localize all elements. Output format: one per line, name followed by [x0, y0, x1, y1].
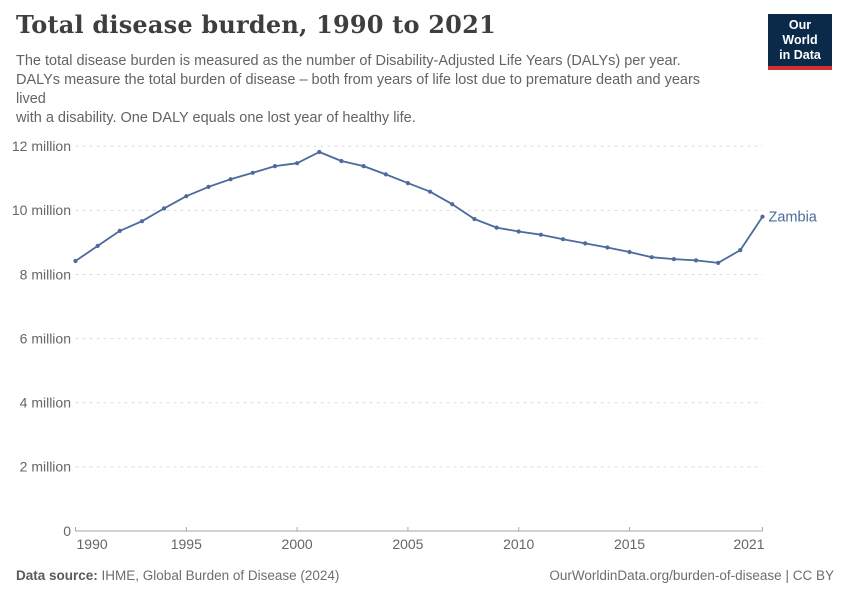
y-axis-label: 8 million — [20, 266, 71, 282]
data-point[interactable] — [671, 257, 677, 262]
rights-separator: | — [785, 568, 789, 583]
data-point[interactable] — [472, 216, 477, 222]
data-point[interactable] — [117, 228, 122, 233]
y-axis-label: 2 million — [20, 459, 71, 475]
data-point[interactable] — [139, 219, 145, 224]
data-point[interactable] — [693, 258, 699, 263]
data-point[interactable] — [383, 172, 388, 177]
chart-subtitle-line: The total disease burden is measured as … — [16, 53, 681, 69]
page-title: Total disease burden, 1990 to 2021 — [16, 10, 496, 39]
data-point[interactable] — [716, 260, 721, 265]
data-point[interactable] — [560, 237, 566, 242]
data-point[interactable] — [760, 214, 765, 219]
x-axis-label: 2021 — [733, 536, 764, 552]
data-point[interactable] — [428, 189, 433, 194]
rights-note: OurWorldinData.org/burden-of-disease | C… — [549, 568, 834, 583]
data-source-label: Data source: — [16, 568, 98, 583]
chart-subtitle-line: with a disability. One DALY equals one l… — [16, 110, 416, 126]
data-point[interactable] — [583, 241, 588, 246]
x-axis-label: 1995 — [171, 536, 202, 552]
data-point[interactable] — [184, 194, 189, 199]
data-point[interactable] — [339, 158, 344, 164]
chart-subtitle-line: lived — [16, 91, 46, 107]
data-source-text: IHME, Global Burden of Disease (2024) — [101, 568, 340, 583]
owid-logo[interactable]: Our World in Data — [768, 14, 832, 70]
data-point[interactable] — [605, 245, 610, 250]
x-axis-label: 1990 — [77, 536, 108, 552]
chart-subtitle: The total disease burden is measured as … — [16, 52, 746, 128]
chart-footer: Data source: IHME, Global Burden of Dise… — [16, 568, 834, 583]
y-axis-label: 4 million — [20, 395, 71, 411]
data-point[interactable] — [450, 202, 455, 207]
chart-subtitle-line: DALYs measure the total burden of diseas… — [16, 72, 701, 88]
data-point[interactable] — [649, 255, 654, 260]
y-axis-label: 10 million — [12, 202, 71, 218]
data-point[interactable] — [250, 170, 255, 175]
data-point[interactable] — [272, 164, 278, 169]
data-point[interactable] — [73, 258, 78, 264]
data-point[interactable] — [228, 177, 233, 182]
x-axis-label: 2010 — [503, 536, 534, 552]
data-point[interactable] — [516, 229, 521, 234]
data-point[interactable] — [162, 206, 167, 211]
x-axis-label: 2005 — [392, 536, 423, 552]
data-point[interactable] — [627, 249, 632, 255]
license-label: CC BY — [792, 568, 834, 583]
owid-url-link[interactable]: OurWorldinData.org/burden-of-disease — [549, 568, 782, 583]
data-source: Data source: IHME, Global Burden of Dise… — [16, 568, 339, 583]
data-point[interactable] — [295, 161, 300, 166]
y-axis-label: 6 million — [20, 330, 71, 346]
data-point[interactable] — [738, 248, 743, 253]
owid-logo-line2: in Data — [779, 48, 821, 62]
x-axis-label: 2015 — [614, 536, 645, 552]
data-point[interactable] — [494, 225, 499, 230]
series-line — [74, 151, 764, 264]
data-point[interactable] — [206, 184, 211, 189]
data-point[interactable] — [405, 181, 410, 186]
owid-logo-line1: Our World — [782, 18, 818, 47]
y-axis-label: 12 million — [12, 138, 71, 154]
data-point[interactable] — [538, 232, 544, 237]
x-axis-label: 2000 — [282, 536, 313, 552]
data-point[interactable] — [317, 149, 322, 155]
data-point[interactable] — [95, 243, 100, 248]
entity-label[interactable]: Zambia — [769, 210, 818, 226]
y-axis-label: 0 — [63, 523, 71, 539]
data-point[interactable] — [361, 164, 366, 169]
